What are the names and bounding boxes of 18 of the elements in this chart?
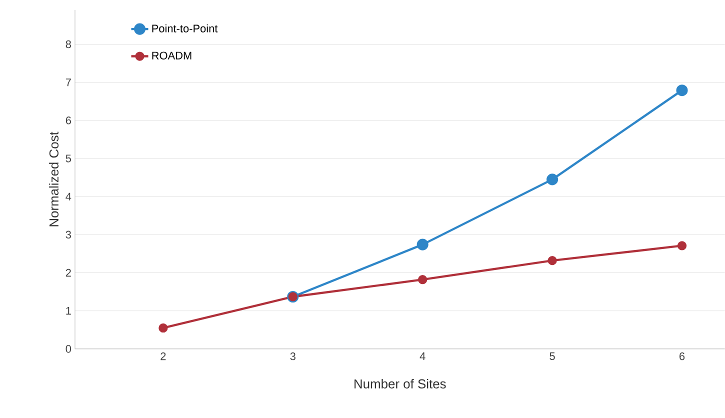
y-tick-label: 7	[66, 78, 71, 86]
y-tick-label: 1	[66, 307, 71, 315]
x-tick-label: 5	[550, 352, 555, 360]
y-axis-title: Normalized Cost	[49, 132, 59, 226]
x-tick-label: 3	[290, 352, 296, 360]
y-tick-label: 2	[66, 268, 71, 277]
y-tick-label: 3	[66, 230, 71, 239]
y-tick-label: 4	[66, 192, 72, 200]
x-axis-title: Number of Sites	[354, 379, 446, 389]
legend-label: Point-to-Point	[152, 24, 218, 32]
x-tick-label: 2	[160, 352, 166, 360]
y-tick-label: 0	[66, 345, 72, 353]
legend-label: ROADM	[152, 52, 192, 60]
x-tick-label: 4	[420, 352, 426, 360]
y-tick-label: 8	[66, 40, 71, 48]
x-tick-label: 6	[680, 352, 685, 360]
y-tick-label: 5	[66, 154, 71, 162]
y-tick-label: 6	[66, 116, 71, 124]
